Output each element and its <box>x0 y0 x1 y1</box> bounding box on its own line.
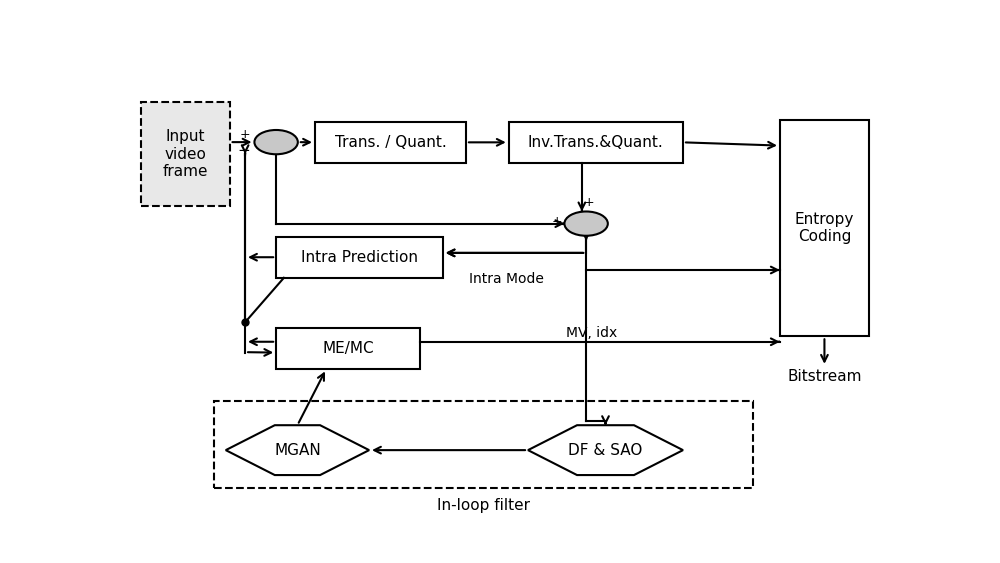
FancyBboxPatch shape <box>509 122 683 163</box>
Circle shape <box>564 212 608 236</box>
Text: −: − <box>238 143 251 158</box>
Text: Intra Prediction: Intra Prediction <box>301 250 418 265</box>
FancyBboxPatch shape <box>315 122 466 163</box>
Text: Trans. / Quant.: Trans. / Quant. <box>335 135 446 150</box>
Circle shape <box>254 130 298 154</box>
Text: Input
video
frame: Input video frame <box>162 129 208 179</box>
Text: In-loop filter: In-loop filter <box>437 498 530 512</box>
Text: Inv.Trans.&Quant.: Inv.Trans.&Quant. <box>528 135 664 150</box>
Text: DF & SAO: DF & SAO <box>568 443 643 458</box>
Text: Bitstream: Bitstream <box>787 369 862 384</box>
FancyBboxPatch shape <box>276 236 443 278</box>
FancyBboxPatch shape <box>276 328 420 369</box>
Text: Entropy
Coding: Entropy Coding <box>795 212 854 244</box>
FancyBboxPatch shape <box>140 102 230 206</box>
Text: MGAN: MGAN <box>274 443 321 458</box>
Text: +: + <box>240 128 251 141</box>
Text: MV, idx: MV, idx <box>566 325 618 339</box>
FancyBboxPatch shape <box>780 119 869 336</box>
Text: ME/MC: ME/MC <box>322 341 374 356</box>
Text: +: + <box>583 196 594 209</box>
Text: Intra Mode: Intra Mode <box>469 272 544 286</box>
Text: +: + <box>552 215 562 228</box>
Polygon shape <box>226 425 369 475</box>
Polygon shape <box>528 425 683 475</box>
